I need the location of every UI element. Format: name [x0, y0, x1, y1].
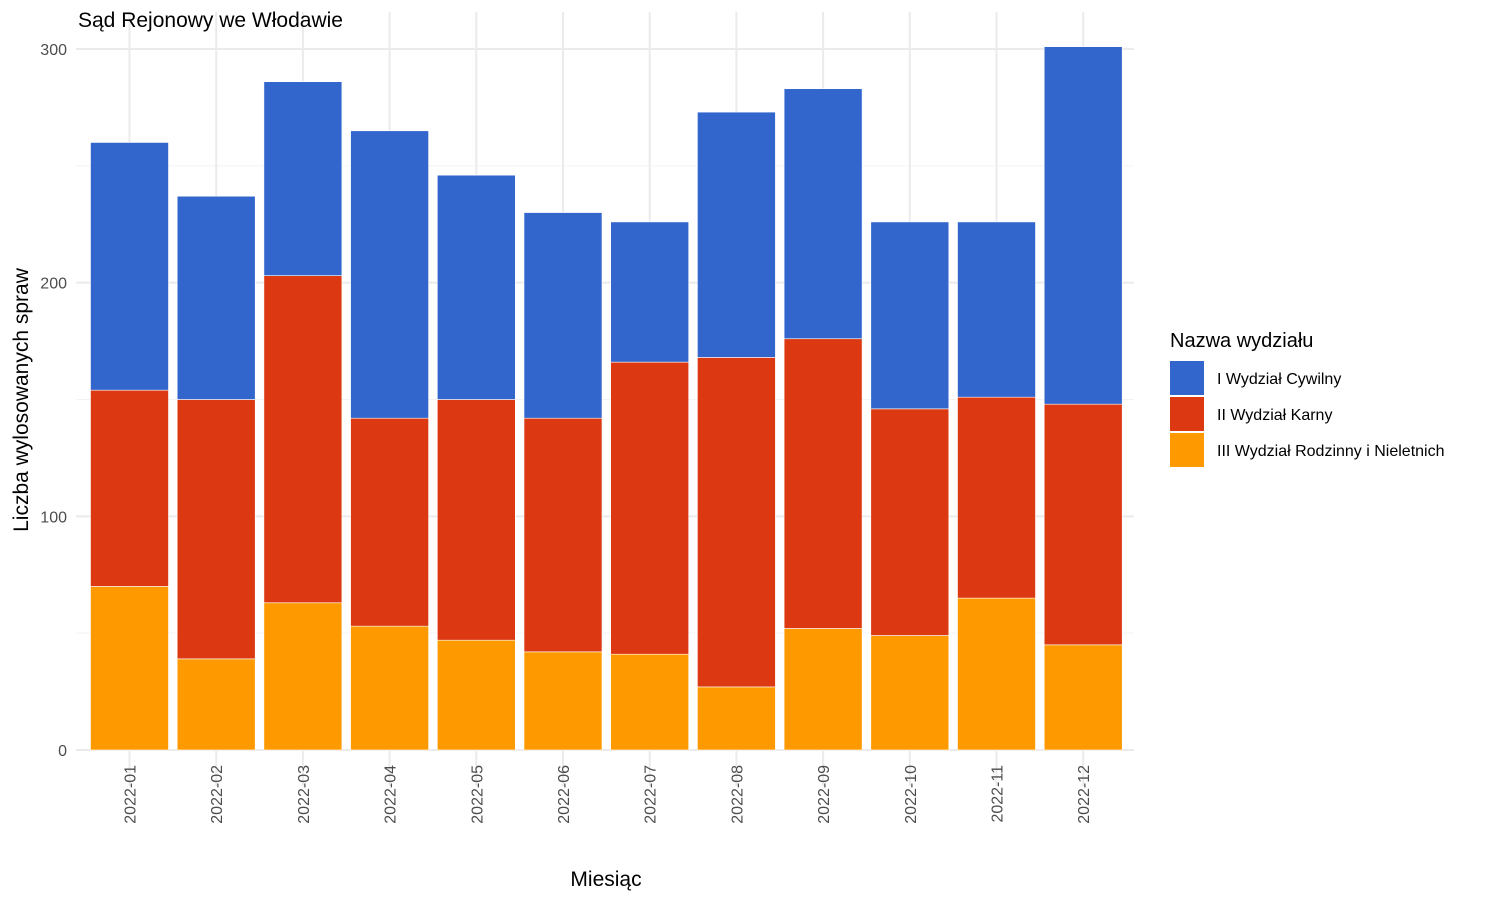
bar-segment	[1043, 403, 1123, 646]
legend-key	[1170, 397, 1204, 431]
bar-segment	[350, 625, 429, 751]
bar-segment	[90, 389, 169, 587]
bar-segment	[1043, 46, 1123, 405]
bar-segment	[870, 408, 950, 636]
bar-segment	[783, 628, 863, 751]
legend-key	[1170, 361, 1204, 395]
bar-segment	[176, 658, 256, 751]
bar-segment	[350, 130, 429, 419]
legend-label: I Wydział Cywilny	[1217, 371, 1341, 388]
x-tick-label: 2022-11	[990, 765, 1007, 823]
bar-segment	[957, 221, 1036, 398]
bar-segment	[176, 399, 256, 660]
x-tick-label: 2022-02	[209, 765, 226, 824]
x-tick-label: 2022-01	[123, 765, 140, 824]
y-axis-title: Liczba wylosowanych spraw	[10, 267, 33, 532]
bar-segment	[523, 417, 603, 653]
x-tick-label: 2022-08	[729, 765, 746, 824]
bar-segment	[957, 597, 1036, 751]
bar-segment	[610, 221, 690, 363]
legend-key	[1170, 433, 1204, 467]
bar-segment	[783, 88, 863, 340]
x-tick-label: 2022-09	[816, 765, 833, 824]
bar-segment	[523, 651, 603, 751]
legend-label: II Wydział Karny	[1217, 407, 1332, 424]
y-tick-label: 300	[40, 42, 67, 59]
bar-segment	[263, 81, 343, 276]
bar-segment	[783, 338, 863, 629]
bar-segment	[610, 361, 690, 655]
bar-segment	[436, 639, 516, 751]
x-tick-label: 2022-06	[556, 765, 573, 824]
bar-segment	[263, 602, 343, 751]
bar-segment	[870, 635, 950, 751]
x-tick-label: 2022-07	[643, 765, 660, 824]
chart-title: Sąd Rejonowy we Włodawie	[78, 9, 343, 32]
bar-segment	[436, 174, 516, 400]
x-tick-label: 2022-10	[903, 765, 920, 824]
legend: Nazwa wydziału I Wydział Cywilny II Wydzi…	[1170, 330, 1445, 467]
y-tick-label: 0	[58, 743, 67, 760]
x-axis-title: Miesiąc	[570, 868, 641, 891]
bar-segment	[90, 586, 169, 751]
bar-segment	[90, 142, 169, 391]
bar-segment	[523, 212, 603, 419]
bar-segment	[1043, 644, 1123, 751]
bar-segment	[697, 686, 776, 751]
bar-segment	[350, 417, 429, 627]
bar-segment	[697, 357, 776, 688]
x-tick-label: 2022-05	[469, 765, 486, 824]
bar-segment	[436, 399, 516, 641]
bar-segment	[870, 221, 950, 410]
bar-segment	[957, 396, 1036, 599]
legend-label: III Wydział Rodzinny i Nieletnich	[1217, 443, 1445, 460]
y-axis-ticks: 0 100 200 300	[40, 42, 67, 760]
y-tick-label: 100	[40, 509, 67, 526]
bars	[90, 46, 1123, 751]
bar-segment	[176, 195, 256, 400]
bar-segment	[263, 275, 343, 604]
x-axis-ticks: 2022-01 2022-02 2022-03 2022-04 2022-05 2022-…	[123, 765, 1094, 824]
bar-segment	[610, 653, 690, 751]
legend-title: Nazwa wydziału	[1170, 330, 1313, 352]
bar-segment	[697, 111, 776, 358]
x-tick-label: 2022-04	[383, 765, 400, 824]
y-tick-label: 200	[40, 276, 67, 293]
x-tick-label: 2022-03	[296, 765, 313, 824]
x-tick-label: 2022-12	[1076, 765, 1093, 824]
